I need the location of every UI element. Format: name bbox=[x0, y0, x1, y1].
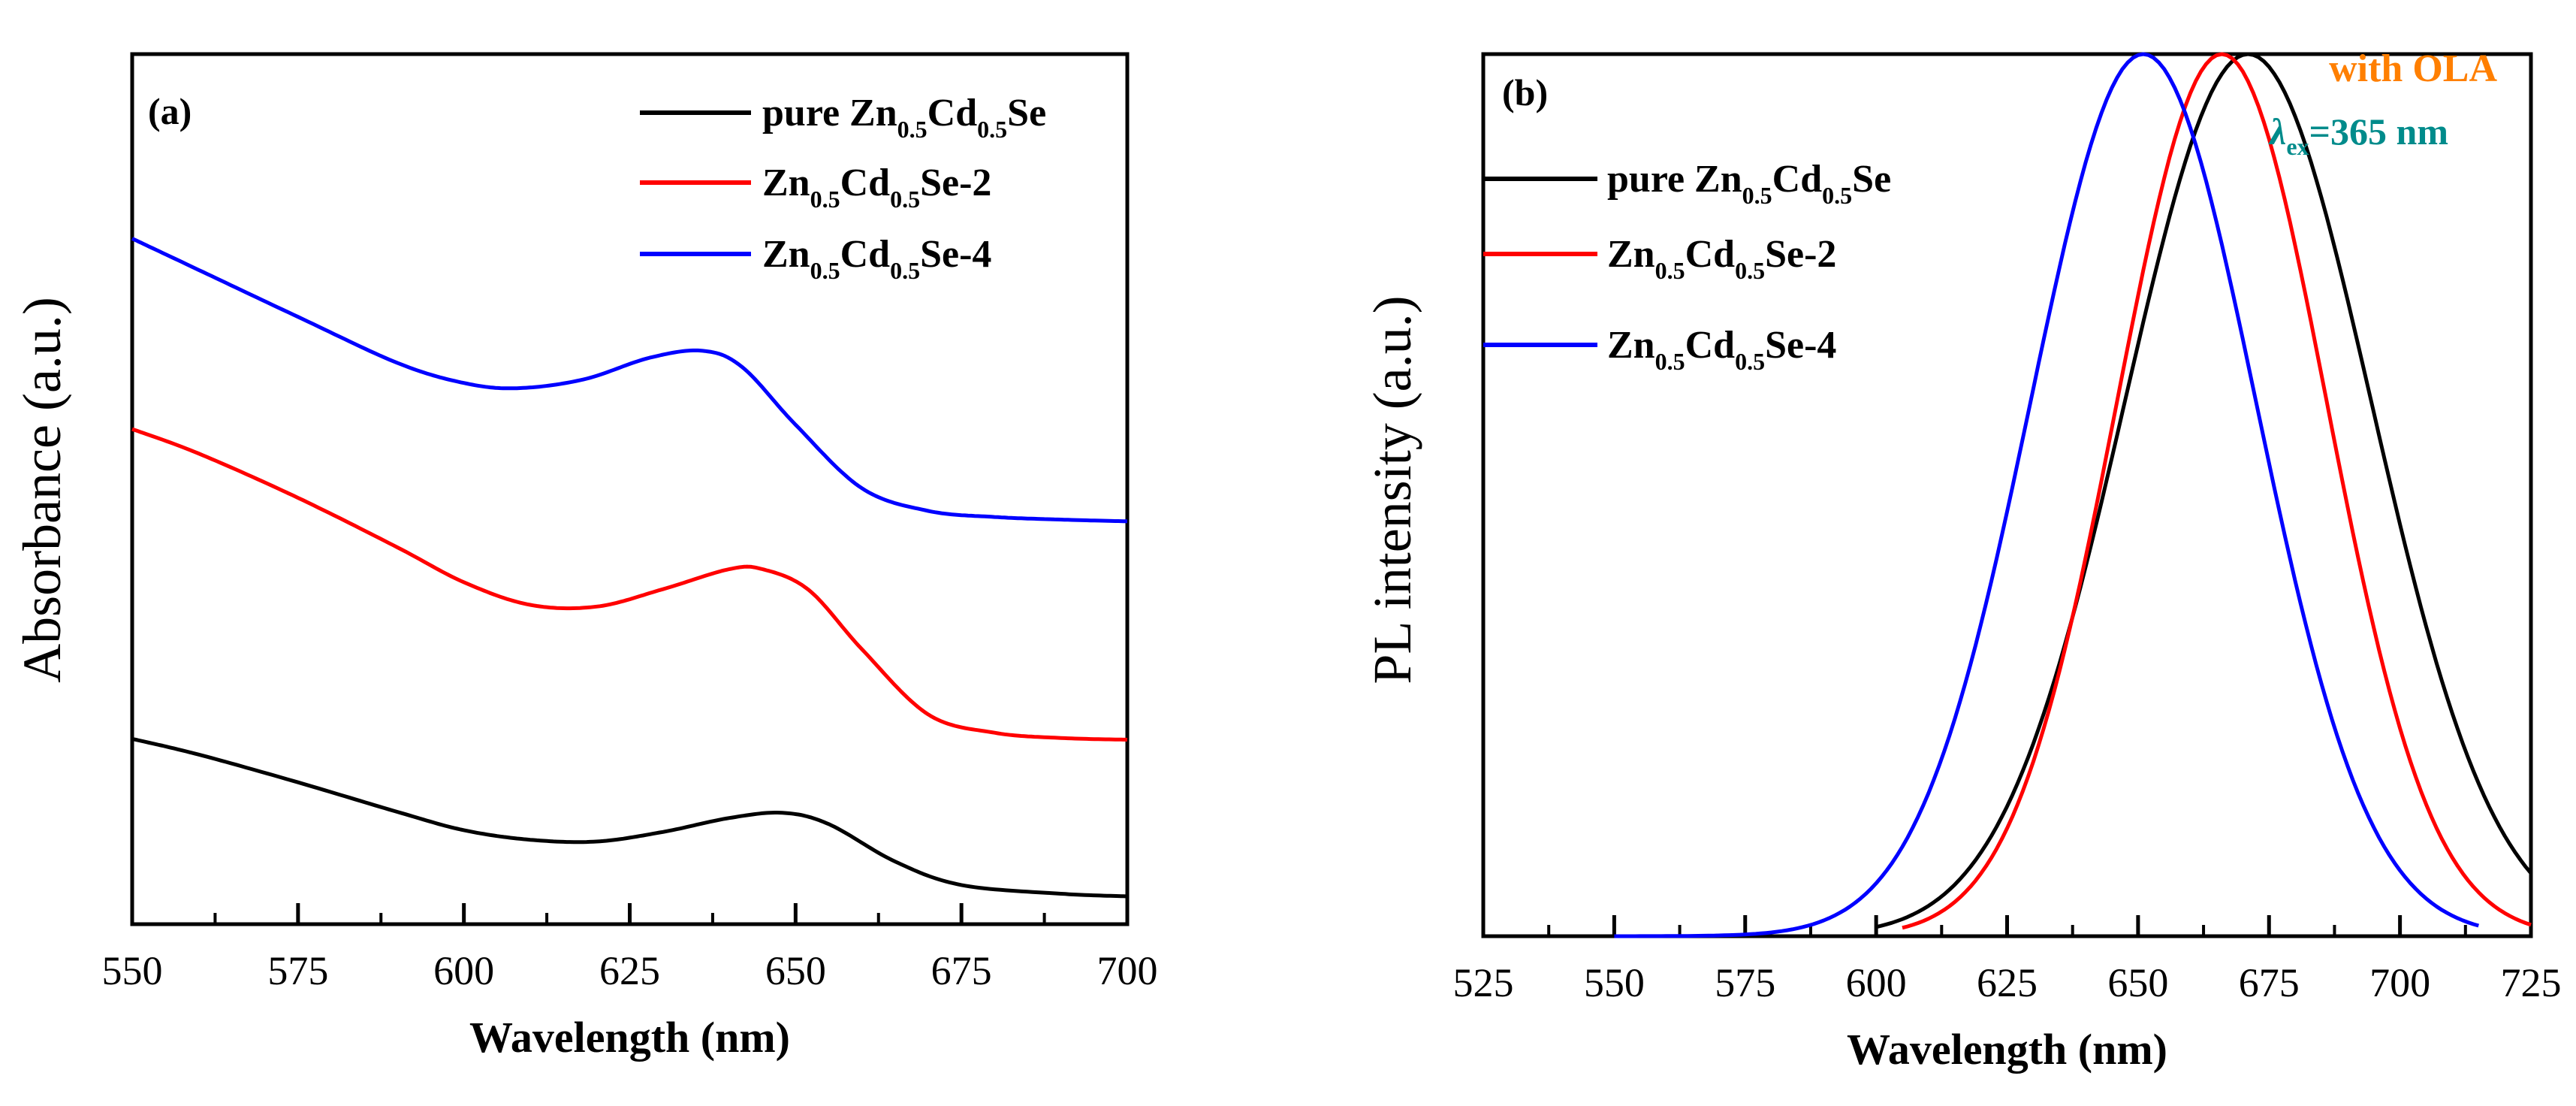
legend-subscript: 0.5 bbox=[890, 186, 920, 213]
legend-text-prefix: Zn bbox=[762, 162, 810, 204]
legend-text-prefix: Zn bbox=[1607, 324, 1655, 367]
legend-subscript: 0.5 bbox=[977, 116, 1007, 143]
legend-text-mid: Cd bbox=[1772, 158, 1823, 201]
series-line-3 bbox=[1614, 52, 2479, 938]
series-line-2 bbox=[1902, 52, 2532, 930]
x-tick-label: 725 bbox=[2501, 960, 2562, 1005]
x-tick-label: 550 bbox=[102, 948, 163, 993]
x-axis-title: Wavelength (nm) bbox=[469, 1013, 790, 1062]
series-line-2 bbox=[131, 427, 1128, 742]
series-line-1 bbox=[131, 736, 1128, 899]
x-tick-label: 550 bbox=[1584, 960, 1645, 1005]
legend-label: Zn0.5Cd0.5Se-4 bbox=[762, 233, 991, 284]
x-tick-label: 650 bbox=[765, 948, 826, 993]
legend-text-mid: Cd bbox=[1685, 233, 1736, 276]
x-tick-label: 675 bbox=[931, 948, 992, 993]
legend-text-suffix: Se bbox=[1852, 158, 1891, 201]
legend-subscript: 0.5 bbox=[1655, 257, 1685, 284]
series-line-3 bbox=[131, 237, 1128, 524]
legend-label: Zn0.5Cd0.5Se-4 bbox=[1607, 324, 1836, 375]
legend-label: pure Zn0.5Cd0.5Se bbox=[1607, 158, 1891, 209]
legend-text-prefix: pure Zn bbox=[1607, 158, 1742, 201]
x-tick-label: 575 bbox=[267, 948, 328, 993]
legend-text-mid: Cd bbox=[840, 162, 891, 204]
x-tick-label: 675 bbox=[2239, 960, 2300, 1005]
x-axis-title: Wavelength (nm) bbox=[1847, 1025, 2167, 1074]
panel-label: (a) bbox=[148, 90, 192, 132]
x-tick-label: 625 bbox=[1977, 960, 2038, 1005]
legend-text-suffix: Se-4 bbox=[920, 233, 991, 276]
legend-text-mid: Cd bbox=[928, 92, 978, 134]
x-tick-label: 575 bbox=[1715, 960, 1775, 1005]
annotation-excitation: λex=365 nm bbox=[2268, 110, 2448, 160]
panel-b-pl-chart: 525 550 575 600 625 650 675 700 725 Wavelength (n… bbox=[1362, 47, 2562, 1074]
series-line-1 bbox=[1875, 52, 2532, 929]
legend-subscript: 0.5 bbox=[1655, 348, 1685, 375]
legend-text-prefix: Zn bbox=[762, 233, 810, 276]
annotation-with-ola: with OLA bbox=[2329, 47, 2497, 90]
legend-subscript: 0.5 bbox=[1735, 348, 1765, 375]
legend-subscript: 0.5 bbox=[890, 257, 920, 284]
y-axis-title: Absorbance (a.u.) bbox=[12, 297, 72, 683]
legend-text-suffix: Se-2 bbox=[1765, 233, 1836, 276]
legend-subscript: 0.5 bbox=[810, 186, 840, 213]
legend-subscript: 0.5 bbox=[1822, 182, 1852, 209]
legend-subscript: 0.5 bbox=[897, 116, 928, 143]
y-axis-title: PL intensity (a.u.) bbox=[1362, 295, 1422, 684]
legend-text-suffix: Se-2 bbox=[920, 162, 991, 204]
legend-subscript: 0.5 bbox=[1742, 182, 1772, 209]
legend-subscript: 0.5 bbox=[1735, 257, 1765, 284]
x-tick-label: 600 bbox=[1846, 960, 1907, 1005]
x-tick-label: 700 bbox=[2369, 960, 2430, 1005]
annotation-value: =365 nm bbox=[2309, 110, 2448, 153]
legend-label: Zn0.5Cd0.5Se-2 bbox=[1607, 233, 1836, 284]
x-tick-label: 600 bbox=[433, 948, 494, 993]
legend-text-suffix: Se-4 bbox=[1765, 324, 1836, 367]
panel-a-absorbance-chart: 550 575 600 625 650 675 700 Wavelength (nm) Abso… bbox=[12, 52, 1158, 1062]
x-tick-label: 700 bbox=[1097, 948, 1158, 993]
legend-text-prefix: Zn bbox=[1607, 233, 1655, 276]
x-tick-label: 650 bbox=[2107, 960, 2168, 1005]
legend-label: Zn0.5Cd0.5Se-2 bbox=[762, 162, 991, 213]
legend-text-mid: Cd bbox=[1685, 324, 1736, 367]
legend-text-mid: Cd bbox=[840, 233, 891, 276]
panel-label: (b) bbox=[1502, 71, 1548, 113]
legend-text-prefix: pure Zn bbox=[762, 92, 897, 134]
legend-text-suffix: Se bbox=[1007, 92, 1046, 134]
x-tick-label: 525 bbox=[1453, 960, 1514, 1005]
legend-subscript: 0.5 bbox=[810, 257, 840, 284]
lambda-symbol: λ bbox=[2268, 110, 2286, 153]
x-tick-label: 625 bbox=[599, 948, 660, 993]
annotation-subscript: ex bbox=[2286, 133, 2309, 160]
legend-label: pure Zn0.5Cd0.5Se bbox=[762, 92, 1046, 143]
